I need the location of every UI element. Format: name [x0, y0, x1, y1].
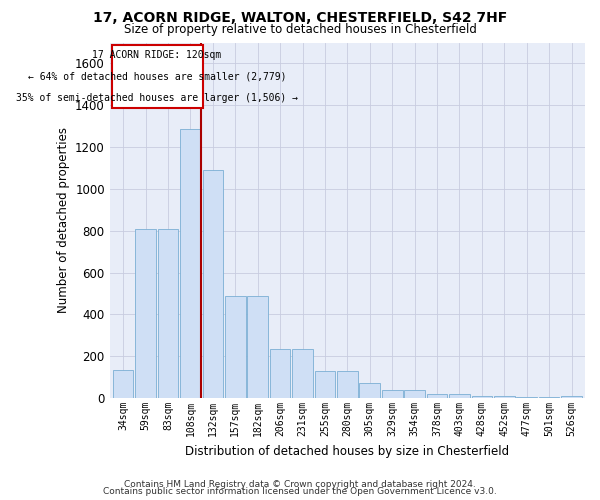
- Bar: [180, 130, 201, 398]
- Bar: [135, 228, 156, 398]
- Bar: [225, 296, 245, 398]
- Bar: [404, 390, 425, 398]
- Bar: [472, 396, 492, 398]
- Y-axis label: Number of detached properties: Number of detached properties: [56, 128, 70, 314]
- Text: 17 ACORN RIDGE: 120sqm: 17 ACORN RIDGE: 120sqm: [92, 50, 221, 60]
- X-axis label: Distribution of detached houses by size in Chesterfield: Distribution of detached houses by size …: [185, 444, 509, 458]
- Bar: [270, 349, 290, 398]
- Bar: [158, 228, 178, 398]
- Bar: [494, 396, 515, 398]
- Bar: [382, 390, 403, 398]
- Bar: [292, 349, 313, 398]
- FancyBboxPatch shape: [112, 44, 203, 108]
- Bar: [517, 397, 537, 398]
- Bar: [359, 384, 380, 398]
- Bar: [203, 170, 223, 398]
- Bar: [539, 397, 559, 398]
- Text: 17, ACORN RIDGE, WALTON, CHESTERFIELD, S42 7HF: 17, ACORN RIDGE, WALTON, CHESTERFIELD, S…: [93, 11, 507, 25]
- Bar: [561, 396, 582, 398]
- Bar: [247, 296, 268, 398]
- Text: Contains HM Land Registry data © Crown copyright and database right 2024.: Contains HM Land Registry data © Crown c…: [124, 480, 476, 489]
- Text: 35% of semi-detached houses are larger (1,506) →: 35% of semi-detached houses are larger (…: [16, 93, 298, 103]
- Bar: [314, 372, 335, 398]
- Text: ← 64% of detached houses are smaller (2,779): ← 64% of detached houses are smaller (2,…: [28, 72, 286, 82]
- Text: Size of property relative to detached houses in Chesterfield: Size of property relative to detached ho…: [124, 22, 476, 36]
- Bar: [113, 370, 133, 398]
- Bar: [449, 394, 470, 398]
- Text: Contains public sector information licensed under the Open Government Licence v3: Contains public sector information licen…: [103, 487, 497, 496]
- Bar: [427, 394, 448, 398]
- Bar: [337, 372, 358, 398]
